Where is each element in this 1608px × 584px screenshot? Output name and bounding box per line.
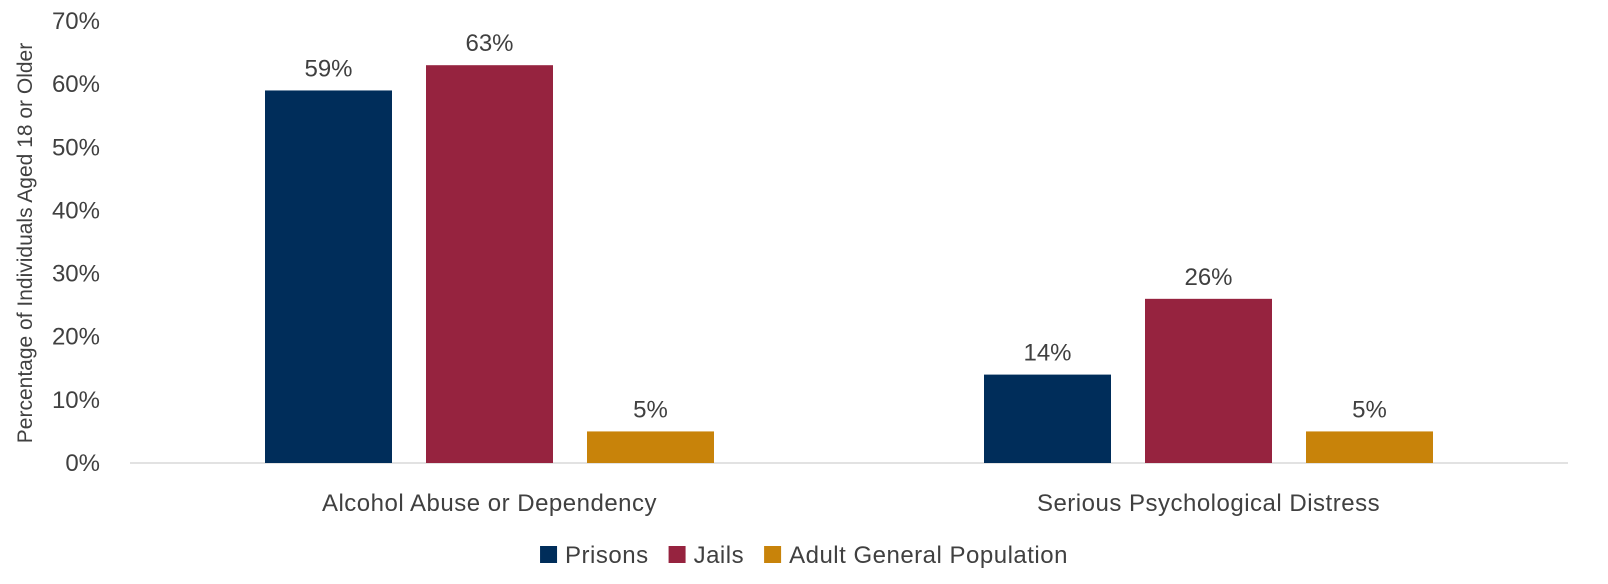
data-label: 63% — [465, 30, 513, 57]
legend-label: Adult General Population — [789, 542, 1068, 569]
data-labels: 59% 63% 5% 14% 26% 5% — [304, 30, 1386, 423]
category-labels: Alcohol Abuse or Dependency Serious Psych… — [322, 490, 1380, 517]
legend-label: Prisons — [565, 542, 649, 569]
data-label: 5% — [1352, 396, 1387, 423]
legend-swatch — [668, 546, 686, 563]
y-tick-label: 0% — [65, 450, 100, 477]
legend-label: Jails — [694, 542, 745, 569]
y-tick-label: 60% — [52, 71, 100, 98]
bar-adult-general-population — [1306, 431, 1433, 463]
data-label: 5% — [633, 396, 668, 423]
y-tick-label: 70% — [52, 8, 100, 35]
y-tick-label: 10% — [52, 387, 100, 414]
bar-adult-general-population — [587, 431, 714, 463]
bars — [265, 65, 1433, 463]
data-label: 26% — [1184, 264, 1232, 291]
bar-jails — [1145, 298, 1272, 463]
data-label: 59% — [304, 55, 352, 82]
bar-prisons — [984, 374, 1111, 463]
category-label: Alcohol Abuse or Dependency — [322, 490, 657, 517]
bar-prisons — [265, 90, 392, 463]
bar-jails — [426, 65, 553, 463]
legend-swatch — [764, 546, 782, 563]
data-label: 14% — [1023, 340, 1071, 367]
y-tick-label: 50% — [52, 134, 100, 161]
y-tick-label: 30% — [52, 261, 100, 288]
y-axis-ticks: 0% 10% 20% 30% 40% 50% 60% 70% — [52, 8, 100, 477]
legend-swatch — [540, 546, 558, 563]
y-axis-label: Percentage of Individuals Aged 18 or Old… — [14, 43, 37, 443]
legend: Prisons Jails Adult General Population — [540, 542, 1068, 569]
y-tick-label: 40% — [52, 197, 100, 224]
y-tick-label: 20% — [52, 324, 100, 351]
category-label: Serious Psychological Distress — [1037, 490, 1380, 517]
